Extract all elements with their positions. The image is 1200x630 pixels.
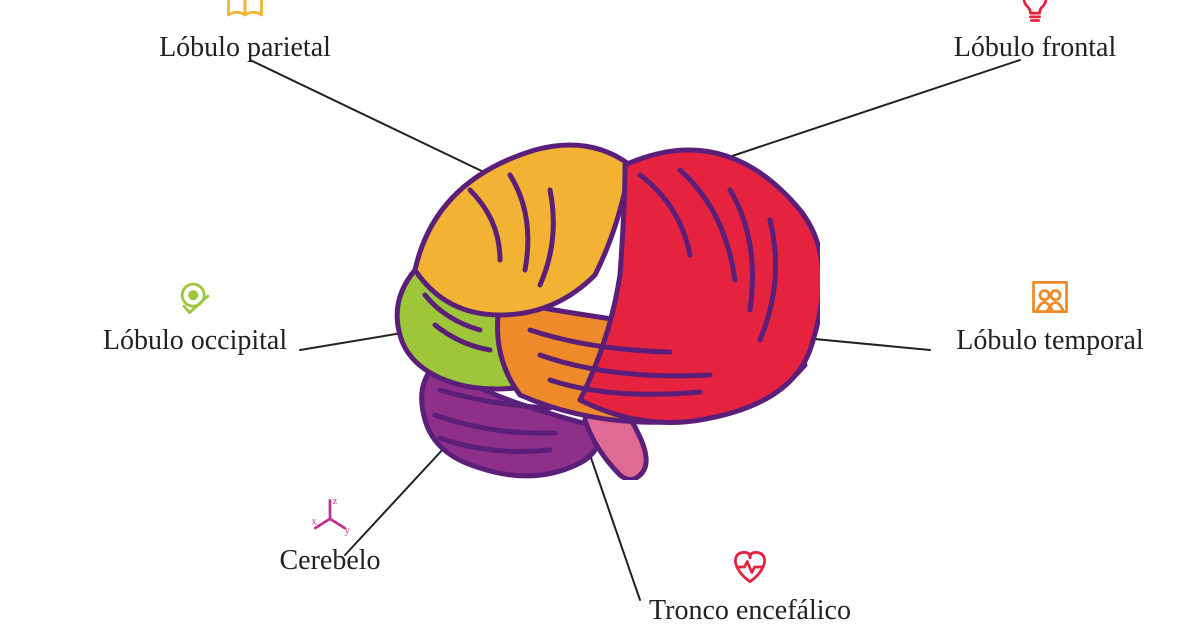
brain-illustration: [380, 120, 820, 480]
label-temporal: Lóbulo temporal: [910, 275, 1190, 357]
label-frontal: Lóbulo frontal: [920, 0, 1150, 64]
heart-icon: [728, 545, 772, 589]
book-icon: [223, 0, 267, 26]
label-text-temporal: Lóbulo temporal: [956, 325, 1143, 357]
eye-icon: [173, 275, 217, 319]
svg-text:y: y: [345, 526, 350, 537]
label-text-cerebelo: Cerebelo: [279, 545, 380, 577]
label-occipital: Lóbulo occipital: [55, 275, 335, 357]
label-cerebelo: z x y Cerebelo: [230, 495, 430, 577]
label-tronco: Tronco encefálico: [590, 545, 910, 627]
axes-icon: z x y: [308, 495, 352, 539]
svg-text:z: z: [333, 496, 338, 507]
svg-text:x: x: [312, 516, 317, 527]
label-text-parietal: Lóbulo parietal: [159, 32, 331, 64]
diagram-stage: Lóbulo parietal Lóbulo frontal Lóbulo occi…: [0, 0, 1200, 630]
bulb-icon: [1013, 0, 1057, 26]
label-text-frontal: Lóbulo frontal: [954, 32, 1117, 64]
label-text-occipital: Lóbulo occipital: [103, 325, 287, 357]
label-parietal: Lóbulo parietal: [115, 0, 375, 64]
people-icon: [1028, 275, 1072, 319]
label-text-tronco: Tronco encefálico: [649, 595, 851, 627]
